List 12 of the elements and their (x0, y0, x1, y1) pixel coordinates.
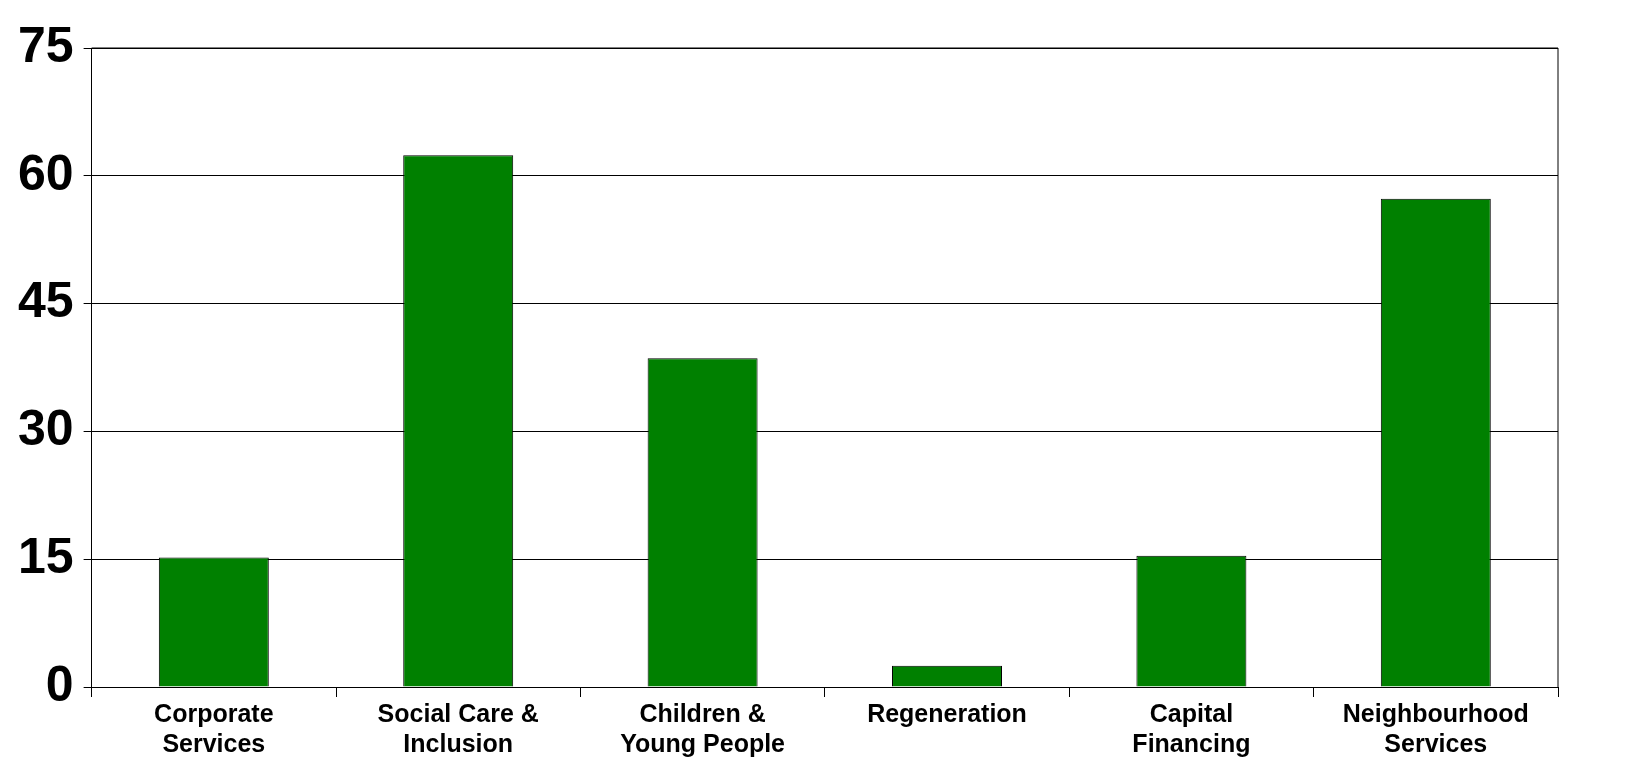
y-tick-label: 75 (17, 16, 74, 73)
y-tick-label: 60 (17, 144, 74, 201)
y-tick-label: 15 (17, 527, 74, 584)
x-tick-label: Social Care & Inclusion (377, 698, 539, 757)
x-tick-label: Corporate Services (154, 698, 274, 757)
x-tick-label: Neighbourhood Services (1342, 698, 1529, 757)
x-tick-label: Capital Financing (1132, 698, 1251, 757)
x-tick-label: Children & Young People (620, 698, 786, 757)
y-tick-label: 0 (45, 655, 74, 712)
x-tick-label: Regeneration (867, 698, 1027, 727)
y-tick-label: 45 (17, 272, 74, 329)
y-tick-label: 30 (17, 400, 74, 457)
